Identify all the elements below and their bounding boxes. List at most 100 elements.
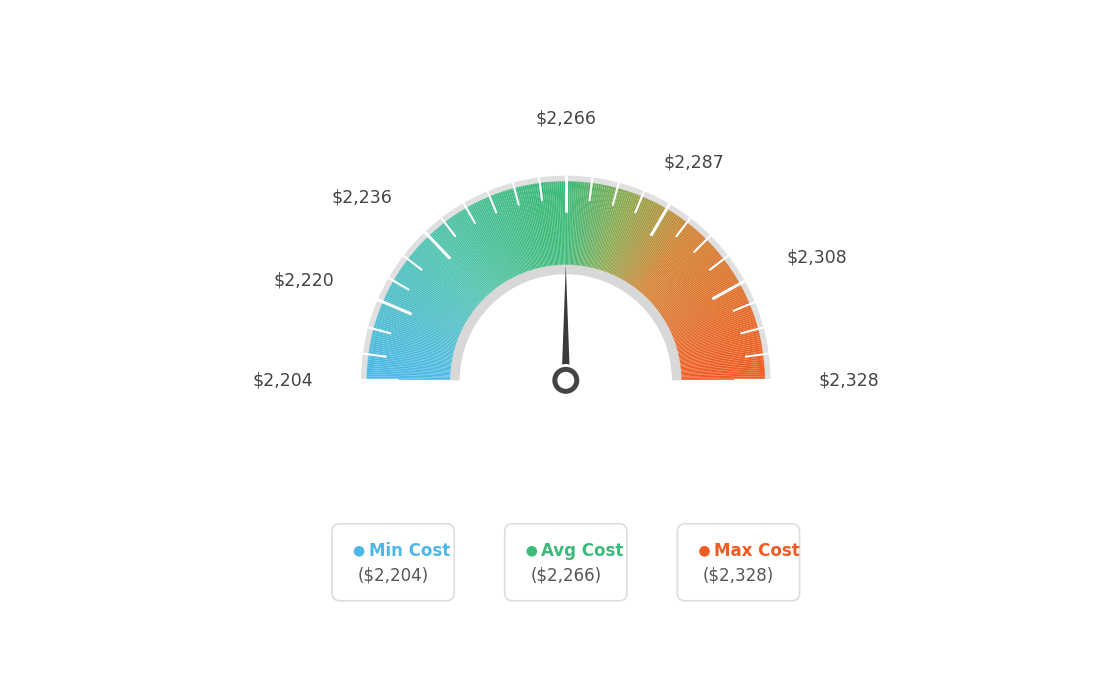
Wedge shape xyxy=(445,217,499,288)
Wedge shape xyxy=(679,355,766,367)
Wedge shape xyxy=(667,285,745,328)
Text: Avg Cost: Avg Cost xyxy=(541,542,624,560)
Wedge shape xyxy=(379,302,460,337)
FancyBboxPatch shape xyxy=(332,524,454,601)
Text: $2,220: $2,220 xyxy=(273,272,333,290)
Wedge shape xyxy=(371,324,456,350)
Wedge shape xyxy=(644,232,704,297)
Wedge shape xyxy=(598,187,626,271)
Wedge shape xyxy=(503,188,532,272)
Wedge shape xyxy=(677,332,763,354)
Wedge shape xyxy=(413,247,480,306)
Wedge shape xyxy=(386,287,465,328)
Wedge shape xyxy=(435,225,493,293)
Wedge shape xyxy=(364,370,452,375)
Wedge shape xyxy=(593,184,616,270)
Wedge shape xyxy=(649,242,714,303)
Wedge shape xyxy=(553,179,560,266)
Wedge shape xyxy=(405,257,476,311)
Wedge shape xyxy=(680,366,767,373)
Wedge shape xyxy=(542,179,554,267)
Wedge shape xyxy=(667,287,745,328)
Wedge shape xyxy=(368,340,454,359)
Wedge shape xyxy=(375,312,458,343)
Wedge shape xyxy=(592,184,614,269)
Wedge shape xyxy=(390,279,467,324)
Wedge shape xyxy=(655,253,724,309)
Wedge shape xyxy=(657,258,728,312)
Wedge shape xyxy=(651,247,719,306)
Wedge shape xyxy=(408,252,478,308)
Wedge shape xyxy=(450,265,681,380)
Wedge shape xyxy=(680,372,767,377)
Wedge shape xyxy=(454,211,503,285)
Circle shape xyxy=(353,546,364,557)
Wedge shape xyxy=(672,308,755,340)
Wedge shape xyxy=(396,268,470,318)
Wedge shape xyxy=(370,328,456,352)
Wedge shape xyxy=(369,334,455,355)
Wedge shape xyxy=(658,260,729,313)
Wedge shape xyxy=(384,290,464,331)
Wedge shape xyxy=(530,181,546,268)
Wedge shape xyxy=(416,244,481,304)
Wedge shape xyxy=(614,197,651,277)
Wedge shape xyxy=(670,300,752,336)
Wedge shape xyxy=(489,193,523,275)
Wedge shape xyxy=(659,265,733,316)
Wedge shape xyxy=(648,241,713,302)
Wedge shape xyxy=(395,270,470,319)
Wedge shape xyxy=(468,202,512,280)
Wedge shape xyxy=(433,228,491,295)
Wedge shape xyxy=(645,235,707,299)
Wedge shape xyxy=(638,224,694,293)
Circle shape xyxy=(527,546,538,557)
Wedge shape xyxy=(449,215,500,287)
Wedge shape xyxy=(488,193,522,275)
Wedge shape xyxy=(452,266,680,380)
Wedge shape xyxy=(429,230,489,296)
Wedge shape xyxy=(575,179,585,266)
Wedge shape xyxy=(605,190,636,273)
Wedge shape xyxy=(567,179,570,266)
Wedge shape xyxy=(590,183,609,269)
Wedge shape xyxy=(583,181,597,268)
Wedge shape xyxy=(625,208,672,284)
Wedge shape xyxy=(484,195,520,276)
Wedge shape xyxy=(641,229,701,295)
Circle shape xyxy=(699,546,710,557)
Wedge shape xyxy=(665,277,741,323)
Wedge shape xyxy=(378,306,459,339)
Wedge shape xyxy=(678,340,764,359)
Wedge shape xyxy=(680,376,767,379)
Wedge shape xyxy=(541,180,553,267)
Wedge shape xyxy=(664,276,740,322)
Wedge shape xyxy=(615,197,654,277)
Wedge shape xyxy=(612,195,648,276)
Wedge shape xyxy=(374,316,457,345)
Wedge shape xyxy=(371,326,456,351)
Wedge shape xyxy=(518,184,540,269)
Wedge shape xyxy=(385,288,464,330)
Wedge shape xyxy=(662,274,739,321)
Wedge shape xyxy=(434,226,492,294)
Wedge shape xyxy=(447,216,500,288)
Wedge shape xyxy=(576,179,587,267)
Wedge shape xyxy=(640,228,699,295)
Wedge shape xyxy=(463,206,509,282)
Wedge shape xyxy=(679,353,766,366)
Wedge shape xyxy=(679,348,765,364)
Wedge shape xyxy=(486,194,521,275)
Wedge shape xyxy=(412,248,479,306)
Wedge shape xyxy=(616,199,656,278)
Wedge shape xyxy=(528,181,545,268)
Wedge shape xyxy=(508,186,534,271)
Wedge shape xyxy=(679,351,766,365)
Wedge shape xyxy=(588,182,608,268)
Wedge shape xyxy=(587,182,606,268)
Wedge shape xyxy=(418,241,484,302)
FancyBboxPatch shape xyxy=(505,524,627,601)
Wedge shape xyxy=(622,204,667,282)
Wedge shape xyxy=(364,374,452,378)
Wedge shape xyxy=(676,328,762,352)
